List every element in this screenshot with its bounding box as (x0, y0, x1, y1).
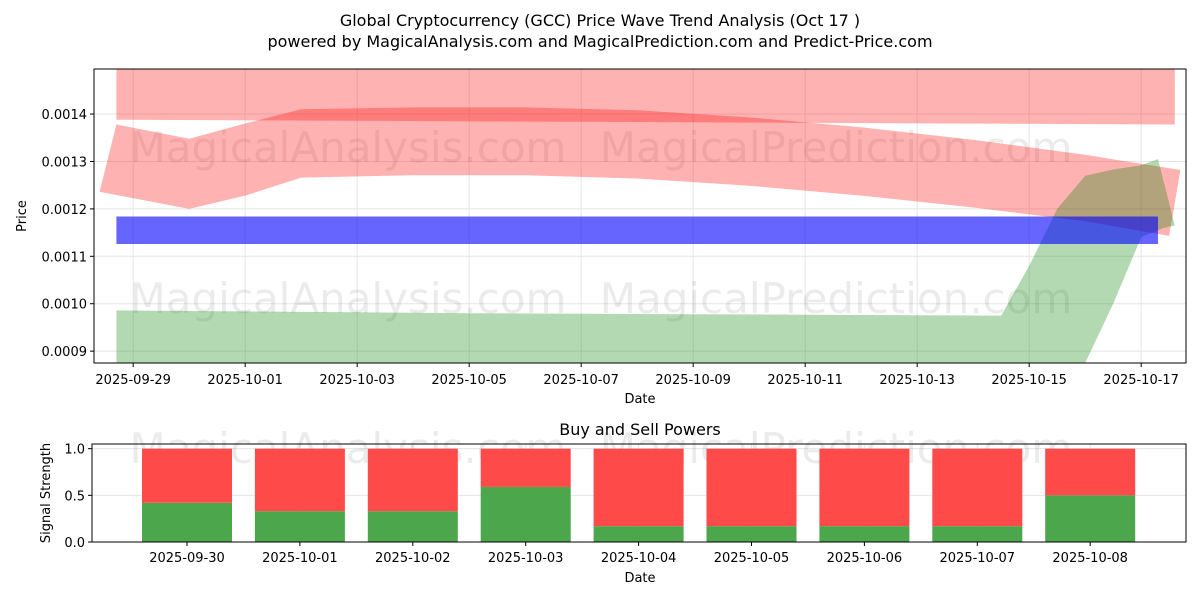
y-tick-label: 0.0011 (42, 250, 88, 265)
y-tick-label: 1.0 (64, 443, 85, 458)
x-tick-label: 2025-10-08 (1052, 551, 1128, 566)
watermark-prediction: MagicalPrediction.com (600, 274, 1073, 323)
price-x-ticks: 2025-09-29 2025-10-01 2025-10-03 2025-10-05… (95, 363, 1179, 388)
x-tick-label: 2025-10-02 (375, 551, 451, 566)
x-tick-label: 2025-10-13 (879, 373, 955, 388)
x-tick-label: 2025-10-07 (940, 551, 1016, 566)
x-tick-label: 2025-10-03 (488, 551, 564, 566)
y-tick-label: 0.0 (64, 536, 85, 551)
sell-power-bar (819, 448, 910, 527)
buy-power-bar (367, 511, 458, 542)
sell-power-bar (1045, 448, 1136, 496)
sell-power-bar (706, 448, 797, 527)
wave-bands (99, 69, 1181, 363)
chart-title: Global Cryptocurrency (GCC) Price Wave T… (340, 11, 860, 30)
x-tick-label: 2025-10-01 (262, 551, 338, 566)
blue-wave-band-3 (116, 216, 1158, 244)
signal-y-axis-title: Signal Strength (39, 443, 54, 543)
buy-power-bar (142, 502, 232, 542)
red-wave-band-0 (116, 69, 1175, 125)
sell-power-bar (480, 448, 571, 487)
x-tick-label: 2025-10-07 (543, 373, 619, 388)
price-axes-frame (93, 68, 1187, 364)
watermark-analysis: MagicalAnalysis.com (130, 274, 567, 323)
x-tick-label: 2025-10-15 (991, 373, 1067, 388)
signal-panel: Buy and Sell Powers MagicalAnalysis.com … (39, 420, 1187, 586)
signal-x-axis-title: Date (624, 571, 655, 586)
watermark-prediction: MagicalPrediction.com (600, 123, 1073, 172)
x-tick-label: 2025-10-06 (827, 551, 903, 566)
x-tick-label: 2025-10-09 (655, 373, 731, 388)
x-tick-label: 2025-10-05 (714, 551, 790, 566)
signal-y-ticks: 0.0 0.5 1.0 (64, 443, 92, 551)
x-tick-label: 2025-10-17 (1103, 373, 1179, 388)
price-x-axis-title: Date (624, 392, 655, 407)
sell-power-bar (254, 448, 345, 512)
buy-power-bar (819, 526, 910, 542)
price-y-axis-title: Price (15, 200, 30, 232)
signal-bars (142, 448, 1136, 542)
y-tick-label: 0.0010 (42, 298, 88, 313)
x-tick-label: 2025-10-04 (601, 551, 677, 566)
sell-power-bar (932, 448, 1023, 527)
y-tick-label: 0.0014 (42, 108, 88, 123)
green-wave-band-2 (116, 159, 1175, 363)
x-tick-label: 2025-09-30 (149, 551, 225, 566)
price-panel: MagicalAnalysis.com MagicalPrediction.co… (15, 68, 1187, 407)
buy-power-bar (1045, 495, 1136, 542)
buy-power-bar (706, 526, 797, 542)
buy-power-bar (480, 486, 571, 542)
buy-power-bar (593, 526, 684, 542)
y-tick-label: 0.0009 (42, 345, 88, 360)
price-grid (94, 69, 1186, 363)
chart-subtitle: powered by MagicalAnalysis.com and Magic… (267, 32, 932, 51)
watermark-analysis: MagicalAnalysis.com (130, 123, 567, 172)
x-tick-label: 2025-09-29 (95, 373, 171, 388)
signal-x-ticks: 2025-09-30 2025-10-01 2025-10-02 2025-10-03… (149, 542, 1128, 566)
sell-power-bar (367, 448, 458, 512)
y-tick-label: 0.0013 (42, 155, 88, 170)
red-wave-band-1 (99, 107, 1181, 236)
x-tick-label: 2025-10-03 (319, 373, 395, 388)
y-tick-label: 0.5 (64, 489, 85, 504)
x-tick-label: 2025-10-01 (207, 373, 283, 388)
sell-power-bar (142, 448, 232, 503)
x-tick-label: 2025-10-05 (431, 373, 507, 388)
buy-power-bar (254, 511, 345, 542)
x-tick-label: 2025-10-11 (767, 373, 843, 388)
sell-power-bar (593, 448, 684, 527)
price-y-ticks: 0.0009 0.0010 0.0011 0.0012 0.0013 0.0014 (42, 108, 94, 360)
y-tick-label: 0.0012 (42, 203, 88, 218)
signal-panel-title: Buy and Sell Powers (559, 420, 721, 439)
price-watermarks: MagicalAnalysis.com MagicalPrediction.co… (130, 123, 1073, 323)
buy-power-bar (932, 526, 1023, 542)
